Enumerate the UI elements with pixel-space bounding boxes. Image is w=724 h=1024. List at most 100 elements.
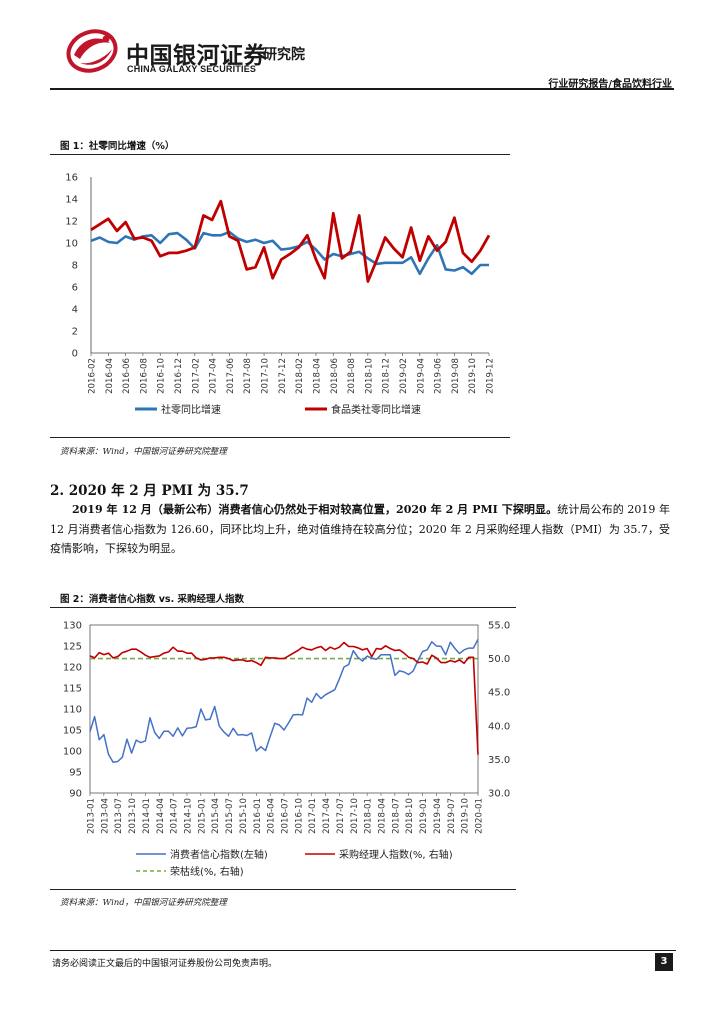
x-tick-label: 2018-02 (295, 358, 305, 394)
left-y-tick-label: 100 (63, 747, 82, 758)
figure2-bottom-rule (50, 889, 516, 890)
right-y-tick-label: 50.0 (488, 654, 510, 665)
x-tick-label: 2018-06 (330, 358, 340, 394)
x-tick-label: 2017-02 (191, 358, 201, 394)
right-y-tick-label: 30.0 (488, 789, 510, 800)
y-tick-label: 16 (65, 173, 78, 184)
x-tick-label: 2019-01 (419, 798, 429, 834)
series-line-2 (90, 199, 491, 283)
y-tick-label: 6 (72, 283, 78, 294)
legend-label-1: 社零同比增速 (161, 403, 221, 416)
series-line-2 (89, 641, 479, 755)
series-line-1 (90, 230, 489, 276)
legend-label-2: 食品类社零同比增速 (331, 403, 421, 416)
left-y-tick-label: 115 (63, 684, 82, 695)
figure1-chart: 0 2 4 6 8 10 12 14 16 2016-02 2016-04 2016-06 2016-0… (65, 173, 496, 417)
x-tick-label: 2013-10 (128, 798, 138, 834)
x-tick-label: 2016-01 (253, 798, 263, 834)
section-paragraph: 2019 年 12 月（最新公布）消费者信心仍然处于相对较高位置，2020 年 … (50, 500, 670, 559)
x-tick-label: 2015-01 (197, 798, 207, 834)
x-tick-label: 2019-08 (451, 358, 461, 394)
x-tick-label: 2014-07 (170, 798, 180, 834)
x-tick-label: 2018-10 (405, 798, 415, 834)
galaxy-logo-icon (66, 29, 118, 73)
x-tick-label: 2017-07 (336, 798, 346, 834)
x-tick-label: 2016-02 (88, 358, 98, 394)
x-tick-label: 2017-10 (350, 798, 360, 834)
x-tick-label: 2019-10 (461, 798, 471, 834)
plot-frame (89, 624, 479, 794)
logo-en-text: CHINA GALAXY SECURITIES (127, 64, 257, 74)
left-y-tick-label: 125 (63, 642, 82, 653)
x-tick-label: 2016-04 (105, 358, 115, 394)
legend-label-2: 采购经理人指数(%, 右轴) (339, 848, 453, 861)
header-rule (50, 88, 674, 90)
x-tick-label: 2017-10 (261, 358, 271, 394)
x-tick-label: 2013-04 (100, 798, 110, 834)
x-tick-label: 2015-10 (239, 798, 249, 834)
legend-label-3: 荣枯线(%, 右轴) (170, 865, 244, 878)
x-tick-label: 2019-10 (468, 358, 478, 394)
left-y-tick-label: 95 (69, 768, 82, 779)
x-tick-label: 2013-07 (114, 798, 124, 834)
x-tick-label: 2018-01 (364, 798, 374, 834)
x-tick-label: 2019-04 (416, 358, 426, 394)
figure2-top-rule (50, 607, 516, 608)
x-tick-label: 2015-04 (211, 798, 221, 834)
x-tick-label: 2014-04 (156, 798, 166, 834)
paragraph-body: 统计局公布的 2019 年 12 月消费者信心指数为 126.60，同环比均上升… (50, 503, 670, 555)
figure2-title: 图 2：消费者信心指数 vs. 采购经理人指数 (60, 594, 244, 605)
logo-cn-text: 中国银河证券 (126, 43, 267, 69)
x-tick-label: 2014-10 (184, 798, 194, 834)
x-tick-label: 2019-12 (486, 358, 496, 394)
x-tick-label: 2017-08 (243, 358, 253, 394)
x-tick-label: 2019-06 (434, 358, 444, 394)
x-tick-label: 2014-01 (142, 798, 152, 834)
footer-rule (50, 950, 676, 951)
x-tick-label: 2018-10 (364, 358, 374, 394)
right-y-tick-label: 35.0 (488, 755, 510, 766)
figure1-title: 图 1：社零同比增速（%） (60, 141, 175, 152)
x-tick-label: 2015-07 (225, 798, 235, 834)
x-tick-label: 2019-02 (399, 358, 409, 394)
x-tick-label: 2016-06 (122, 358, 132, 394)
left-y-tick-label: 110 (63, 705, 82, 716)
series-line-1 (89, 638, 479, 764)
figure2-chart: 90 95 100 105 110 115 120 125 130 30.0 35.0 40.0 45.… (63, 621, 510, 879)
figure1-top-rule (50, 154, 510, 155)
section-heading: 2. 2020 年 2 月 PMI 为 35.7 (50, 483, 249, 499)
x-tick-label: 2017-04 (209, 358, 219, 394)
x-tick-label: 2016-04 (267, 798, 277, 834)
x-tick-label: 2016-10 (294, 798, 304, 834)
left-y-tick-label: 90 (69, 789, 82, 800)
left-y-tick-label: 130 (63, 621, 82, 632)
y-tick-label: 2 (72, 327, 78, 338)
left-y-tick-label: 105 (63, 726, 82, 737)
figure1-bottom-rule (50, 437, 510, 438)
page-number: 3 (655, 953, 673, 971)
x-tick-label: 2016-12 (174, 358, 184, 394)
right-y-tick-label: 40.0 (488, 721, 510, 732)
y-tick-label: 12 (65, 217, 78, 228)
left-y-tick-label: 120 (63, 663, 82, 674)
y-tick-label: 14 (65, 195, 78, 206)
y-tick-label: 0 (72, 349, 78, 360)
x-tick-label: 2019-04 (433, 798, 443, 834)
y-tick-label: 4 (72, 305, 78, 316)
figure2-source: 资料来源：Wind，中国银河证券研究院整理 (60, 898, 227, 908)
x-tick-label: 2019-07 (447, 798, 457, 834)
y-tick-label: 10 (65, 239, 78, 250)
header: 中国银河证券 CHINA GALAXY SECURITIES 研究院 行业研究报… (0, 0, 724, 95)
right-y-tick-label: 45.0 (488, 688, 510, 699)
x-tick-label: 2018-12 (382, 358, 392, 394)
right-y-tick-label: 55.0 (488, 621, 510, 632)
footer-disclaimer: 请务必阅读正文最后的中国银河证券股份公司免责声明。 (52, 959, 278, 969)
x-tick-label: 2016-07 (281, 798, 291, 834)
x-tick-label: 2017-04 (322, 798, 332, 834)
x-tick-label: 2016-10 (157, 358, 167, 394)
x-tick-label: 2018-07 (391, 798, 401, 834)
x-tick-label: 2013-01 (87, 798, 97, 834)
legend-label-1: 消费者信心指数(左轴) (170, 848, 268, 861)
x-tick-label: 2016-08 (139, 358, 149, 394)
x-tick-label: 2018-04 (378, 798, 388, 834)
